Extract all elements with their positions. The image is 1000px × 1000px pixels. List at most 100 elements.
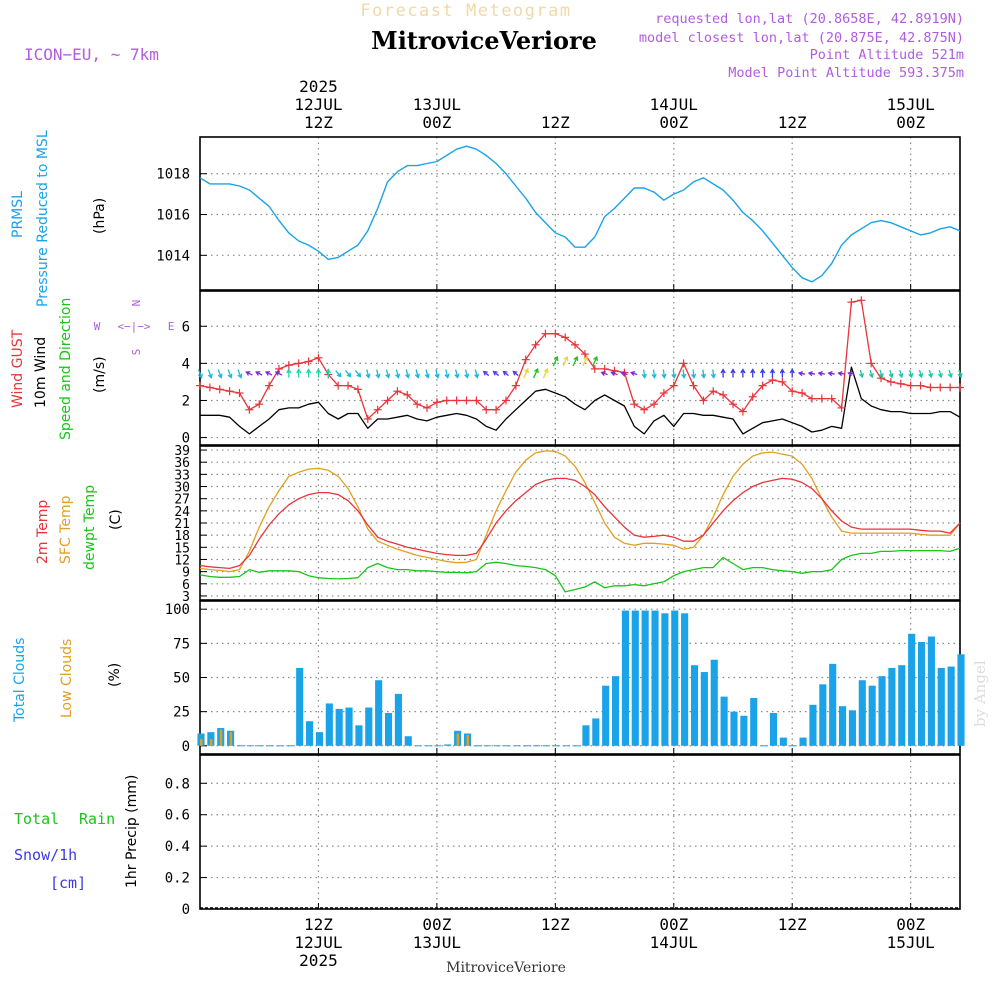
compass-mid: <−|−>: [117, 320, 150, 333]
bottom-axis-hour: 12Z: [541, 915, 570, 934]
total-cloud-bar: [710, 659, 718, 746]
precip-snow-label: Snow/1h: [14, 846, 77, 864]
total-cloud-bar: [769, 713, 778, 746]
compass-icon: N <−|−> W E S: [94, 300, 175, 356]
top-axis-date: 13JUL: [413, 95, 461, 114]
wind-arrow-head: [227, 373, 233, 379]
total-cloud-bar: [888, 667, 896, 746]
panel-frame-precip: [199, 754, 961, 910]
wind-arrow-head: [346, 372, 352, 378]
wind-arrow-head: [583, 355, 589, 362]
wind-arrow-head: [593, 355, 598, 362]
dewpt-line: [199, 547, 961, 593]
low-clouds-label: Low Clouds: [59, 639, 75, 718]
total-cloud-bar: [306, 721, 314, 746]
wind-arrow: [395, 369, 400, 378]
y-tick-label: 27: [174, 493, 190, 508]
wind-arrow-head: [533, 367, 539, 374]
wind-arrow: [672, 369, 675, 378]
wind-arrow-head: [600, 371, 606, 377]
wind-arrow: [643, 369, 646, 378]
wind-arrow: [464, 369, 469, 378]
temperature-plot: [199, 450, 961, 593]
wind-arrow-head: [336, 372, 342, 378]
wind-arrow-head: [937, 373, 943, 379]
wind-10m-label: 10m Wind: [33, 337, 49, 408]
wind-arrow: [702, 369, 705, 378]
compass-w: W: [94, 320, 101, 333]
total-cloud-bar: [375, 680, 383, 746]
y-tick-label: 0.4: [165, 839, 190, 855]
footer-location: MitroviceVeriore: [446, 960, 566, 976]
low-cloud-bar: [219, 729, 223, 746]
wind-arrow: [435, 369, 439, 378]
wind-arrow-head: [197, 373, 203, 379]
wind-arrow-head: [296, 368, 302, 374]
model-name: ICON−EU, ~ 7km: [24, 45, 159, 64]
wind-arrow-head: [365, 373, 371, 379]
bottom-axis-date: 15JUL: [887, 933, 935, 952]
y-tick-label: 39: [174, 444, 190, 459]
wind-arrow-head: [286, 368, 292, 374]
y-tick-label: 15: [174, 541, 190, 556]
wind-arrow-head: [464, 373, 470, 379]
wind-speed-line: [200, 366, 961, 435]
total-cloud-bar: [750, 697, 758, 746]
wind-arrow-head: [217, 373, 223, 379]
wind-arrow-head: [837, 370, 843, 377]
temp-2m-label: 2m Temp: [35, 500, 51, 564]
total-cloud-bar: [720, 696, 728, 746]
low-cloud-bar: [229, 732, 233, 746]
wind-arrow-head: [797, 370, 804, 377]
wind-arrow: [405, 369, 409, 378]
wind-arrow: [474, 369, 478, 378]
y-tick-label: 0.8: [165, 776, 190, 792]
total-cloud-bar: [444, 744, 452, 746]
wind-arrow: [652, 369, 656, 378]
bottom-axis-hour: 00Z: [896, 915, 925, 934]
wind-arrow-head: [630, 371, 636, 377]
total-cloud-bar: [858, 680, 866, 746]
wind-arrow: [542, 368, 549, 379]
total-cloud-bar: [700, 672, 708, 746]
wind-arrow: [376, 369, 380, 378]
wind-arrow-head: [264, 371, 271, 376]
top-axis-date: 15JUL: [887, 95, 935, 114]
panel-frame-wind: [199, 290, 961, 446]
top-axis-hour: 00Z: [659, 113, 688, 132]
watermark: by Angel: [971, 660, 989, 727]
wind-arrow-head: [691, 373, 697, 379]
wind-arrow: [682, 369, 685, 378]
wind-arrow-head: [641, 373, 647, 379]
wind-arrow-head: [807, 370, 813, 377]
wind-arrow-head: [524, 367, 529, 374]
wind-arrow: [523, 368, 529, 379]
total-cloud-bar: [799, 737, 807, 746]
chart-supertitle: Forecast Meteogram: [360, 1, 571, 21]
total-cloud-bar: [621, 610, 629, 746]
wind-arrow-head: [759, 368, 766, 374]
wind-arrow-head: [888, 373, 894, 379]
wind-arrow-head: [779, 368, 785, 374]
wind-arrow-head: [512, 370, 518, 376]
total-cloud-bar: [671, 610, 679, 746]
total-cloud-bar: [315, 732, 323, 746]
wind-arrow: [227, 369, 232, 378]
y-tick-label: 33: [174, 468, 190, 483]
total-cloud-bar: [611, 676, 620, 746]
wind-arrow: [207, 369, 212, 378]
y-tick-label: 24: [174, 505, 190, 520]
total-cloud-bar: [908, 633, 916, 746]
wind-arrow: [562, 356, 568, 367]
wind-arrow-head: [482, 370, 488, 376]
y-tick-label: 100: [165, 602, 190, 618]
y-tick-label: 25: [173, 705, 190, 721]
y-tick-label: 0.6: [165, 808, 190, 824]
top-axis-hour: 00Z: [422, 113, 451, 132]
wind-arrow: [345, 370, 352, 377]
wind-arrow-head: [858, 373, 864, 379]
wind-arrow-head: [315, 368, 322, 374]
total-cloud-bar: [651, 610, 659, 746]
wind-arrow: [445, 369, 449, 378]
